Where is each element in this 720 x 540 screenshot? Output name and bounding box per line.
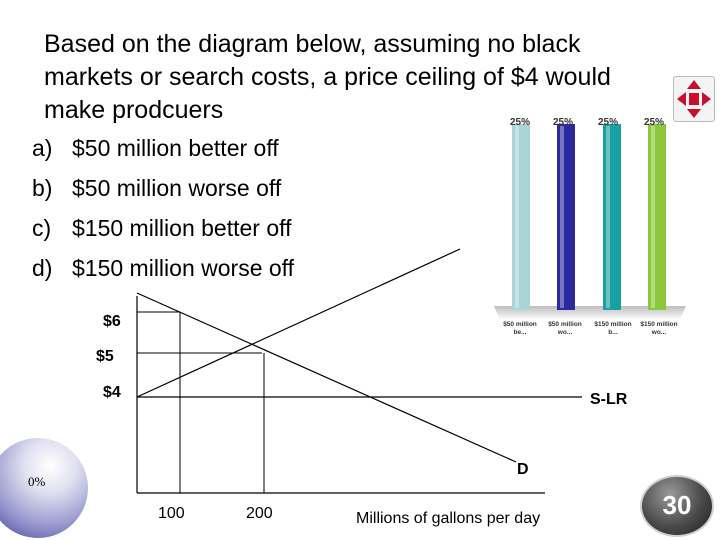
question-text: Based on the diagram below, assuming no …: [44, 28, 684, 127]
bar-percent-label: 25%: [598, 117, 619, 128]
option-text: $150 million better off: [72, 215, 292, 241]
option-c[interactable]: c) $150 million better off: [32, 213, 292, 243]
response-bar: [512, 124, 530, 310]
question-line: markets or search costs, a price ceiling…: [44, 63, 611, 91]
quantity-label-200: 200: [246, 505, 273, 522]
option-letter: a): [32, 135, 53, 161]
bar-category-label: $50 million be...: [503, 321, 537, 336]
option-text: $150 million worse off: [72, 255, 295, 281]
response-bar-highlight: [651, 126, 655, 308]
option-letter: c): [32, 215, 52, 241]
quantity-label-100: 100: [158, 505, 185, 522]
option-a[interactable]: a) $50 million better off: [32, 133, 279, 163]
option-text: $50 million worse off: [72, 175, 282, 201]
x-axis-label: Millions of gallons per day: [356, 510, 541, 527]
option-letter: b): [32, 175, 53, 201]
option-text: $50 million better off: [72, 135, 279, 161]
demand-line: [136, 292, 517, 463]
supply-label: S-LR: [590, 391, 628, 408]
bar-category-label: $150 million wo...: [640, 321, 678, 336]
response-percent: 0%: [28, 474, 46, 489]
response-grid-glyph: [677, 80, 711, 118]
question-line: make prodcuers: [44, 96, 224, 124]
price-label-4: $4: [103, 384, 121, 401]
price-label-5: $5: [96, 348, 114, 365]
demand-label: D: [517, 461, 529, 478]
bar-category-label: $50 million wo...: [548, 321, 582, 336]
price-label-6: $6: [103, 313, 121, 330]
countdown-timer-icon: 30: [640, 475, 714, 537]
response-bar: [648, 124, 666, 310]
short-run-supply-line: [136, 248, 461, 398]
response-bar-highlight: [515, 126, 519, 308]
response-grid-icon[interactable]: [673, 76, 715, 122]
option-letter: d): [32, 255, 53, 281]
response-bar-highlight: [606, 126, 610, 308]
timer-value: 30: [662, 490, 692, 520]
chart-floor: [494, 306, 686, 320]
response-bar: [557, 124, 575, 310]
response-bar-highlight: [560, 126, 564, 308]
bar-category-label: $150 million b...: [594, 321, 632, 336]
response-sphere-icon: [0, 438, 88, 538]
question-line: Based on the diagram below, assuming no …: [44, 30, 581, 58]
bar-percent-label: 25%: [553, 117, 574, 128]
option-b[interactable]: b) $50 million worse off: [32, 173, 281, 203]
response-chart: [494, 124, 686, 320]
bar-percent-label: 25%: [510, 117, 531, 128]
option-d[interactable]: d) $150 million worse off: [32, 253, 294, 283]
response-bar: [603, 124, 621, 310]
bar-percent-label: 25%: [644, 117, 665, 128]
